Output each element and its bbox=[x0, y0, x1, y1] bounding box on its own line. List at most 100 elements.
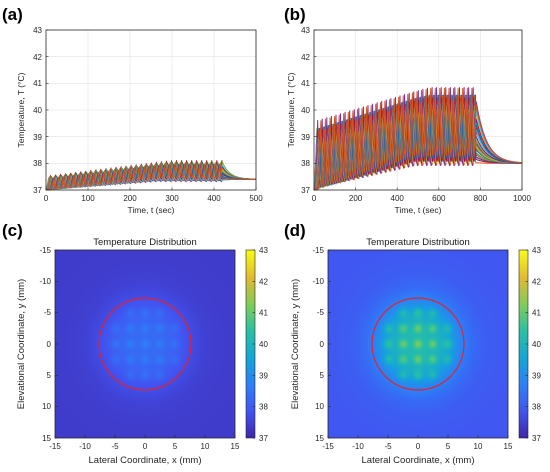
x-tick-label-b-5: 1000 bbox=[513, 194, 531, 203]
y-tick-label-d-5: 10 bbox=[315, 402, 324, 411]
x-tick-label-d-3: 0 bbox=[416, 442, 421, 451]
x-tick-label-b-2: 400 bbox=[391, 194, 405, 203]
target-circle-c bbox=[98, 297, 192, 391]
x-tick-label-a-4: 400 bbox=[207, 194, 221, 203]
panel-label-a: (a) bbox=[2, 5, 23, 24]
colorbar-label-c-4: 41 bbox=[259, 309, 268, 318]
panel-a: (a) 0 100 200 300 400 500 37 38 39 40 41… bbox=[2, 5, 263, 215]
series-line-a-36 bbox=[46, 163, 256, 191]
y-tick-label-a-5: 42 bbox=[33, 53, 42, 62]
x-tick-label-d-2: -5 bbox=[384, 442, 392, 451]
y-tick-label-c-2: -5 bbox=[44, 308, 52, 317]
y-tick-label-c-6: 15 bbox=[42, 434, 51, 443]
y-tick-label-d-0: -15 bbox=[312, 246, 324, 255]
y-tick-label-c-1: -10 bbox=[39, 277, 51, 286]
x-tick-label-b-3: 600 bbox=[432, 194, 446, 203]
x-tick-label-b-1: 200 bbox=[349, 194, 363, 203]
colorbar-label-c-1: 38 bbox=[259, 403, 268, 412]
y-tick-label-a-1: 38 bbox=[33, 159, 42, 168]
x-tick-label-a-1: 100 bbox=[81, 194, 95, 203]
panel-b: (b) 0 200 400 600 800 1000 37 38 39 40 4… bbox=[284, 5, 531, 215]
x-tick-label-c-2: -5 bbox=[111, 442, 119, 451]
x-tick-label-d-4: 5 bbox=[446, 442, 451, 451]
colorbar-label-d-3: 40 bbox=[532, 340, 541, 349]
y-tick-label-b-1: 38 bbox=[301, 159, 310, 168]
x-tick-label-a-5: 500 bbox=[249, 194, 263, 203]
ticks-a bbox=[45, 29, 257, 191]
x-axis-label-a: Time, t (sec) bbox=[128, 205, 175, 215]
colorbar-label-d-5: 42 bbox=[532, 277, 541, 286]
ticks-b bbox=[313, 29, 523, 191]
panel-label-d: (d) bbox=[284, 221, 306, 240]
y-tick-label-b-5: 42 bbox=[301, 53, 310, 62]
colorbar-label-d-1: 38 bbox=[532, 403, 541, 412]
colorbar-labels-d: 37 38 39 40 41 42 43 bbox=[532, 246, 541, 443]
y-tick-label-b-4: 41 bbox=[301, 79, 310, 88]
x-tick-label-b-4: 800 bbox=[474, 194, 488, 203]
series-lines-a bbox=[45, 160, 256, 191]
y-tick-label-b-6: 43 bbox=[301, 26, 310, 35]
y-axis-label-d: Elevational Coordinate, y (mm) bbox=[290, 279, 301, 409]
x-tick-label-c-1: -10 bbox=[79, 442, 91, 451]
x-tick-labels-b: 0 200 400 600 800 1000 bbox=[312, 194, 532, 203]
y-tick-label-b-2: 39 bbox=[301, 133, 310, 142]
panel-d: (d) Temperature Distribution -15 -10 -5 … bbox=[284, 221, 541, 466]
colorbar-label-d-4: 41 bbox=[532, 309, 541, 318]
y-tick-label-a-2: 39 bbox=[33, 133, 42, 142]
y-tick-label-d-3: 0 bbox=[320, 340, 325, 349]
colorbar-label-c-2: 39 bbox=[259, 371, 268, 380]
heatmap-title-d: Temperature Distribution bbox=[366, 237, 470, 248]
x-tick-label-d-5: 10 bbox=[474, 442, 483, 451]
y-tick-label-d-2: -5 bbox=[317, 308, 325, 317]
y-tick-label-c-5: 10 bbox=[42, 402, 51, 411]
x-tick-label-b-0: 0 bbox=[312, 194, 317, 203]
colorbar-label-c-5: 42 bbox=[259, 277, 268, 286]
colorbar-label-d-2: 39 bbox=[532, 371, 541, 380]
panel-label-c: (c) bbox=[2, 221, 23, 240]
y-tick-labels-c: -15 -10 -5 0 5 10 15 bbox=[39, 246, 51, 443]
x-tick-labels-d: -15 -10 -5 0 5 10 15 bbox=[322, 442, 513, 451]
x-tick-label-c-0: -15 bbox=[49, 442, 61, 451]
x-tick-label-c-3: 0 bbox=[143, 442, 148, 451]
target-circle-d bbox=[371, 297, 465, 391]
gridlines-a bbox=[46, 30, 256, 190]
x-tick-label-a-0: 0 bbox=[44, 194, 49, 203]
heatmap-image-c bbox=[55, 250, 235, 438]
x-axis-label-b: Time, t (sec) bbox=[395, 205, 442, 215]
x-axis-label-c: Lateral Coordinate, x (mm) bbox=[89, 455, 202, 466]
y-axis-label-c: Elevational Coordinate, y (mm) bbox=[16, 279, 27, 409]
y-axis-label-b: Temperature, T (°C) bbox=[286, 72, 296, 147]
y-tick-label-c-4: 5 bbox=[47, 371, 52, 380]
panel-label-b: (b) bbox=[284, 5, 306, 24]
y-tick-labels-b: 37 38 39 40 41 42 43 bbox=[301, 26, 310, 195]
y-tick-label-a-3: 40 bbox=[33, 106, 42, 115]
heatmap-ticks-d bbox=[327, 249, 509, 439]
y-tick-label-a-6: 43 bbox=[33, 26, 42, 35]
y-tick-label-a-4: 41 bbox=[33, 79, 42, 88]
y-tick-label-c-3: 0 bbox=[47, 340, 52, 349]
y-tick-label-b-3: 40 bbox=[301, 106, 310, 115]
series-line-b-36 bbox=[314, 87, 522, 191]
heatmap-image-d bbox=[328, 250, 508, 438]
y-tick-labels-d: -15 -10 -5 0 5 10 15 bbox=[312, 246, 324, 443]
x-tick-label-c-6: 15 bbox=[231, 442, 240, 451]
y-tick-label-b-0: 37 bbox=[301, 186, 310, 195]
y-tick-label-d-1: -10 bbox=[312, 277, 324, 286]
y-tick-labels-a: 37 38 39 40 41 42 43 bbox=[33, 26, 42, 195]
x-axis-label-d: Lateral Coordinate, x (mm) bbox=[362, 455, 475, 466]
heatmap-title-c: Temperature Distribution bbox=[93, 237, 197, 248]
x-tick-labels-c: -15 -10 -5 0 5 10 15 bbox=[49, 442, 240, 451]
x-tick-label-d-0: -15 bbox=[322, 442, 334, 451]
x-tick-labels-a: 0 100 200 300 400 500 bbox=[44, 194, 263, 203]
x-tick-label-a-2: 200 bbox=[123, 194, 137, 203]
panel-c: (c) Temperature Distribution -15 -10 -5 … bbox=[2, 221, 268, 466]
colorbar-c bbox=[246, 250, 255, 438]
colorbar-label-c-6: 43 bbox=[259, 246, 268, 255]
y-tick-label-d-6: 15 bbox=[315, 434, 324, 443]
x-tick-label-c-4: 5 bbox=[173, 442, 178, 451]
x-tick-label-a-3: 300 bbox=[165, 194, 179, 203]
colorbar-label-d-0: 37 bbox=[532, 434, 541, 443]
heatmap-ticks-c bbox=[54, 249, 236, 439]
colorbar-label-d-6: 43 bbox=[532, 246, 541, 255]
x-tick-label-d-1: -10 bbox=[352, 442, 364, 451]
